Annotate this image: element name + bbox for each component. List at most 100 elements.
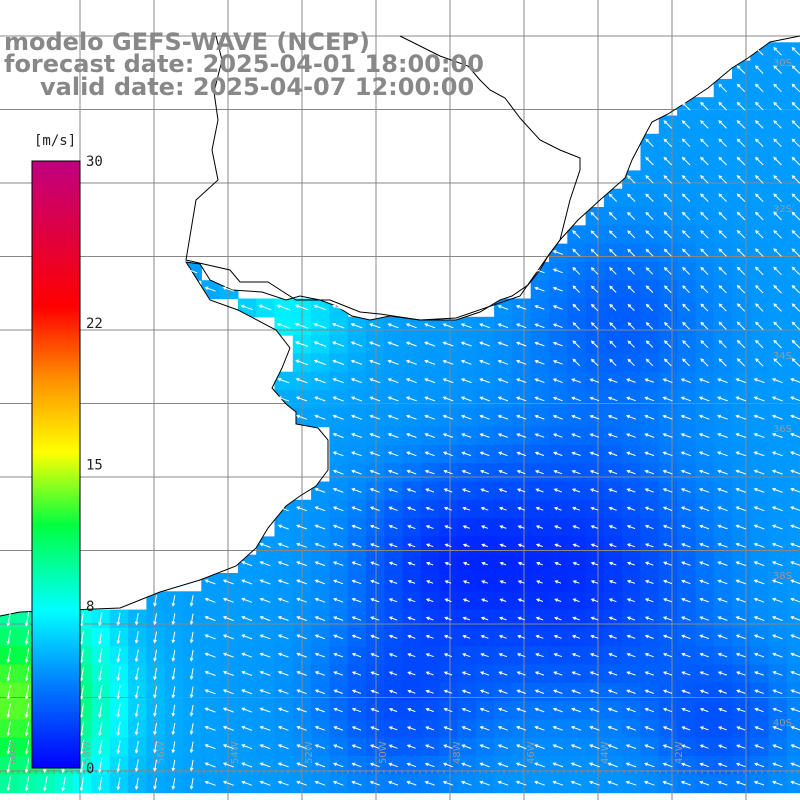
wind-arrow xyxy=(790,396,800,402)
wind-arrow xyxy=(442,451,453,457)
wind-arrow xyxy=(626,616,636,621)
wind-arrow xyxy=(681,634,691,640)
wind-arrow xyxy=(351,616,362,621)
wind-arrow xyxy=(98,758,103,773)
wind-arrow xyxy=(497,414,509,420)
wind-arrow xyxy=(681,652,691,658)
wind-arrow xyxy=(481,561,488,566)
wind-arrow xyxy=(790,561,800,566)
wind-arrow xyxy=(425,488,435,493)
colorbar-unit: [m/s] xyxy=(34,133,77,149)
wind-arrow xyxy=(116,721,121,737)
colorbar-tick-label: 22 xyxy=(86,316,103,332)
wind-arrow xyxy=(425,598,434,603)
wind-arrow xyxy=(718,321,727,330)
wind-arrow xyxy=(644,726,655,731)
wind-arrow xyxy=(332,451,344,457)
wind-arrow xyxy=(314,506,326,512)
wind-arrow xyxy=(773,358,782,367)
wind-arrow xyxy=(589,396,600,402)
wind-arrow xyxy=(425,543,434,548)
wind-arrow xyxy=(607,725,618,731)
wind-arrow xyxy=(790,524,800,530)
wind-arrow xyxy=(425,671,434,676)
wind-arrow xyxy=(772,762,783,768)
wind-arrow xyxy=(314,524,326,530)
wind-arrow xyxy=(645,285,654,293)
wind-arrow xyxy=(608,193,618,202)
wind-arrow xyxy=(625,780,637,786)
colorbar xyxy=(31,160,81,769)
wind-arrow xyxy=(644,707,655,713)
wind-arrow xyxy=(407,525,416,530)
wind-arrow xyxy=(387,414,399,420)
wind-arrow xyxy=(627,211,636,221)
wind-arrow xyxy=(717,378,728,384)
wind-arrow xyxy=(699,780,710,786)
wind-arrow xyxy=(753,561,765,567)
wind-arrow xyxy=(116,703,121,718)
wind-arrow xyxy=(663,138,673,148)
wind-arrow xyxy=(773,138,782,148)
wind-arrow xyxy=(626,175,636,184)
wind-arrow xyxy=(773,101,782,111)
field-cell xyxy=(786,353,800,373)
wind-arrow xyxy=(388,689,398,694)
wind-arrow xyxy=(443,488,453,493)
wind-arrow xyxy=(699,762,709,768)
wind-arrow xyxy=(388,634,398,639)
wind-arrow xyxy=(645,322,654,330)
wind-arrow xyxy=(572,543,580,548)
wind-arrow xyxy=(754,689,764,694)
wind-arrow xyxy=(773,83,782,93)
wind-arrow xyxy=(552,689,563,694)
wind-arrow xyxy=(536,561,543,566)
wind-arrow xyxy=(171,649,176,662)
wind-arrow xyxy=(189,704,194,717)
wind-arrow xyxy=(369,414,381,420)
wind-arrow xyxy=(497,707,508,713)
wind-arrow xyxy=(626,378,636,383)
wind-arrow xyxy=(153,667,157,681)
wind-arrow xyxy=(314,487,326,493)
wind-arrow xyxy=(735,433,747,438)
wind-arrow xyxy=(553,616,562,621)
wind-arrow xyxy=(590,230,599,239)
wind-arrow xyxy=(681,101,691,111)
wind-arrow xyxy=(681,744,691,749)
wind-arrow xyxy=(515,378,527,383)
wind-arrow xyxy=(773,266,782,276)
wind-arrow xyxy=(387,433,399,438)
field-cell xyxy=(786,554,800,574)
wind-arrow xyxy=(479,689,490,694)
wind-arrow xyxy=(791,101,800,111)
wind-arrow xyxy=(755,284,764,294)
wind-arrow xyxy=(754,156,764,166)
wind-arrow xyxy=(790,506,800,511)
wind-arrow xyxy=(296,561,307,567)
wind-arrow xyxy=(332,487,344,493)
wind-arrow xyxy=(772,689,783,695)
wind-arrow xyxy=(771,451,783,457)
wind-arrow xyxy=(535,616,544,621)
wind-arrow xyxy=(222,689,234,695)
wind-arrow xyxy=(699,506,710,512)
wind-arrow xyxy=(332,762,344,768)
wind-arrow xyxy=(791,284,800,294)
wind-arrow xyxy=(754,83,764,93)
colorbar-tick-label: 30 xyxy=(86,154,103,170)
wind-arrow xyxy=(590,561,598,566)
wind-arrow xyxy=(499,598,507,602)
wind-arrow xyxy=(351,726,362,731)
wind-arrow xyxy=(754,120,764,129)
wind-arrow xyxy=(590,543,599,548)
wind-arrow xyxy=(753,634,765,640)
wind-arrow xyxy=(134,685,139,700)
wind-arrow xyxy=(790,487,800,493)
wind-arrow xyxy=(497,780,509,786)
wind-arrow xyxy=(717,414,728,420)
wind-arrow xyxy=(517,580,525,584)
wind-arrow xyxy=(332,506,344,512)
field-cell xyxy=(786,774,800,794)
wind-arrow xyxy=(698,433,710,438)
